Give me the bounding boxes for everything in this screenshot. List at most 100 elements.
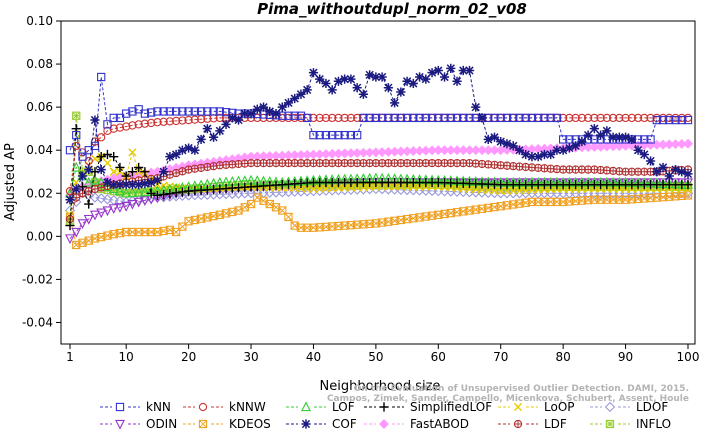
data-point xyxy=(109,167,118,176)
data-point xyxy=(421,113,430,123)
data-point xyxy=(471,102,481,112)
data-point xyxy=(521,186,530,195)
data-point xyxy=(240,108,250,119)
data-point xyxy=(202,124,212,134)
data-point xyxy=(190,107,199,116)
data-point xyxy=(602,113,611,123)
data-point xyxy=(178,116,187,125)
data-point xyxy=(78,152,87,161)
data-point xyxy=(290,111,299,120)
data-point xyxy=(301,419,311,429)
x-tick-label: 90 xyxy=(618,350,633,364)
data-point xyxy=(527,152,537,162)
data-point xyxy=(652,115,661,125)
data-point xyxy=(140,178,150,189)
data-point xyxy=(664,171,674,181)
data-point xyxy=(646,113,655,123)
data-point xyxy=(440,113,449,123)
x-tick-label: 1 xyxy=(66,350,74,364)
data-point xyxy=(615,113,624,123)
data-point xyxy=(652,167,662,177)
data-point xyxy=(396,113,405,123)
x-tick-label: 70 xyxy=(493,350,508,364)
data-point xyxy=(334,184,343,193)
data-point xyxy=(252,104,262,114)
data-point xyxy=(340,130,349,140)
data-point xyxy=(84,199,94,209)
data-point xyxy=(96,208,107,219)
data-point xyxy=(334,130,343,140)
data-point xyxy=(646,135,655,144)
data-point xyxy=(605,419,615,429)
data-point xyxy=(396,87,406,97)
data-point xyxy=(552,145,562,155)
data-point xyxy=(83,214,94,225)
data-point xyxy=(115,180,125,190)
data-point xyxy=(452,184,462,193)
legend-label: SimplifiedLOF xyxy=(410,400,492,414)
data-point xyxy=(315,184,324,193)
legend-label: INFLO xyxy=(636,417,671,431)
data-point xyxy=(564,143,574,153)
data-point xyxy=(208,132,219,142)
x-tick-label: 30 xyxy=(243,350,258,364)
data-point xyxy=(346,130,356,140)
y-tick-label: 0.10 xyxy=(26,14,53,28)
data-point xyxy=(509,113,518,123)
data-point xyxy=(308,68,319,78)
data-point xyxy=(321,78,331,89)
data-point xyxy=(353,113,362,123)
x-tick-label: 100 xyxy=(677,350,700,364)
data-point xyxy=(577,113,587,123)
data-point xyxy=(502,139,512,149)
data-point xyxy=(84,146,93,155)
watermark-citation: On the Evaluation of Unsupervised Outlie… xyxy=(354,384,689,394)
data-point xyxy=(265,106,275,117)
legend-item-knnw: kNNW xyxy=(183,400,266,414)
data-point xyxy=(78,148,87,157)
data-point xyxy=(102,194,113,205)
data-point xyxy=(671,115,680,125)
data-point xyxy=(109,180,119,190)
data-point xyxy=(102,206,113,217)
legend: kNN kNNW LOF SimplifiedLOF LoOP LDOF ODIN KDEOS… xyxy=(100,400,671,431)
data-point xyxy=(604,401,616,413)
data-point xyxy=(633,145,643,155)
data-point xyxy=(434,113,443,123)
data-point xyxy=(452,113,462,123)
data-point xyxy=(333,76,344,86)
data-point xyxy=(464,65,475,76)
data-point xyxy=(114,185,125,196)
data-point xyxy=(128,121,137,130)
data-point xyxy=(309,113,318,123)
data-point xyxy=(77,219,88,230)
data-point xyxy=(65,220,75,231)
data-point xyxy=(190,145,200,155)
data-point xyxy=(496,136,506,147)
data-point xyxy=(90,115,100,125)
legend-item-inflo: INFLO xyxy=(590,417,671,431)
data-point xyxy=(352,83,362,93)
data-point xyxy=(552,113,562,123)
data-point xyxy=(608,113,618,123)
data-point xyxy=(602,126,612,136)
data-point xyxy=(415,113,424,123)
data-point xyxy=(184,115,193,125)
data-point xyxy=(215,126,225,136)
series-cof xyxy=(65,63,693,205)
y-tick-label: 0.08 xyxy=(26,57,53,71)
x-tick-label: 20 xyxy=(181,350,196,364)
data-point xyxy=(109,152,119,162)
data-point xyxy=(471,185,480,194)
data-point xyxy=(184,107,193,116)
data-point xyxy=(284,212,293,222)
data-point xyxy=(446,113,455,123)
data-point xyxy=(521,113,530,123)
data-point xyxy=(196,115,206,124)
data-point xyxy=(121,187,132,198)
data-point xyxy=(509,186,518,195)
data-point xyxy=(665,115,674,125)
data-point xyxy=(353,130,362,140)
data-point xyxy=(639,149,649,160)
data-point xyxy=(171,168,181,178)
